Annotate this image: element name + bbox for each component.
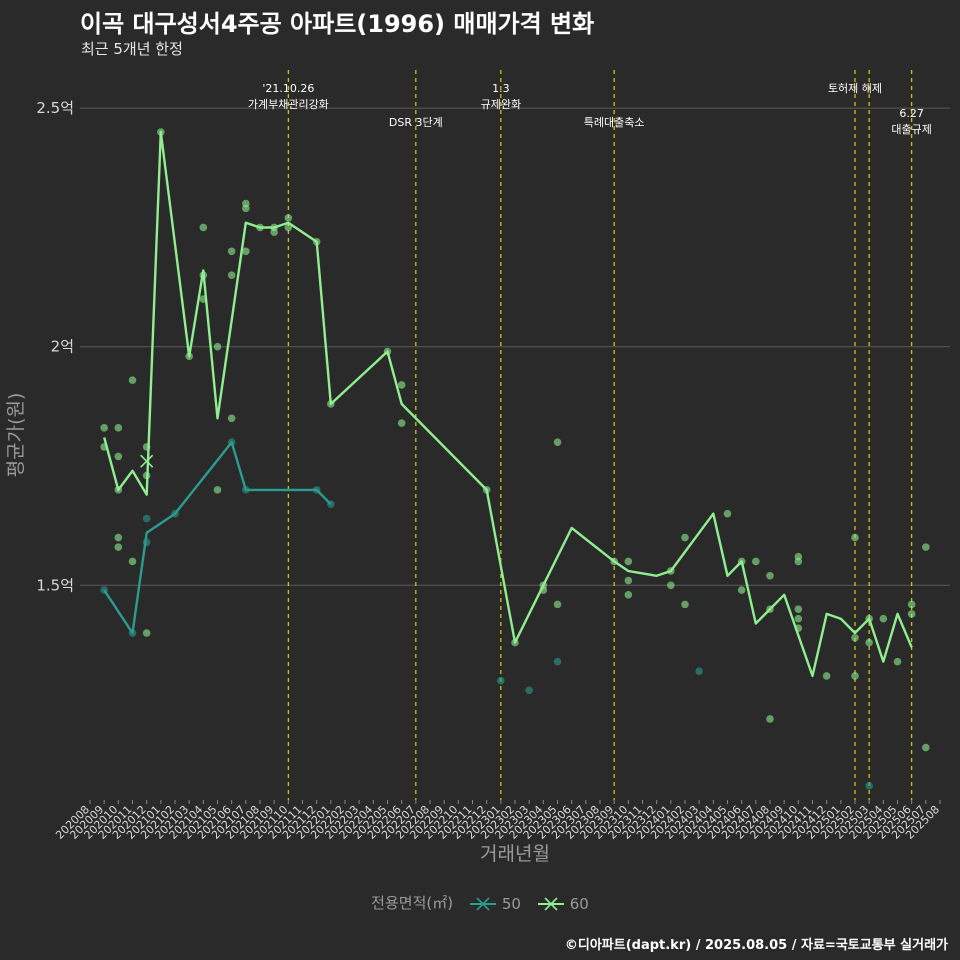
event-label: 가계부채관리강화 (248, 98, 329, 111)
legend-key-50-icon (469, 897, 496, 911)
data-point-60 (822, 672, 831, 680)
data-point-60 (624, 557, 633, 566)
data-point-60 (142, 629, 151, 637)
event-label: 규제완화 (481, 98, 521, 111)
event-label: '21.10.26 (262, 82, 314, 95)
series-line-60 (103, 130, 913, 678)
data-point-60 (242, 247, 250, 256)
data-point-60 (397, 381, 406, 389)
data-point-60 (114, 452, 123, 461)
data-point-50 (525, 686, 533, 695)
data-point-60 (270, 228, 278, 237)
data-point-60 (907, 610, 916, 618)
y-axis-title: 평균가(원) (5, 393, 27, 478)
data-point-60 (851, 533, 859, 542)
event-label: 토허제 해제 (828, 81, 882, 95)
y-tick-label: 1.5억 (36, 576, 74, 594)
data-point-60 (199, 223, 208, 232)
data-point-60 (893, 657, 902, 666)
data-point-60 (794, 557, 803, 566)
legend-title: 전용면적(㎡) (371, 894, 454, 912)
series-marker-60 (140, 454, 154, 468)
event-label: DSR 3단계 (389, 116, 443, 129)
legend-label-50: 50 (501, 894, 521, 913)
data-point-60 (879, 614, 888, 623)
data-point-60 (284, 223, 293, 232)
data-point-60 (922, 743, 930, 752)
data-point-60 (922, 543, 930, 551)
event-label: 특례대출축소 (584, 116, 645, 129)
data-point-50 (142, 514, 151, 523)
event-label: 6.27 (899, 107, 924, 120)
legend-item-60: 60 (536, 894, 589, 913)
data-point-60 (114, 424, 123, 432)
data-point-60 (766, 715, 774, 723)
data-point-60 (723, 509, 732, 518)
y-tick-label: 2.5억 (36, 99, 74, 117)
data-point-60 (907, 600, 916, 609)
data-point-60 (624, 591, 633, 599)
data-point-50 (865, 781, 873, 790)
data-point-60 (128, 376, 137, 384)
data-point-60 (794, 605, 803, 613)
series-line-50 (103, 441, 332, 635)
data-point-50 (497, 676, 505, 685)
legend-key-60-icon (537, 897, 564, 911)
data-point-60 (681, 533, 689, 542)
legend-label-60: 60 (569, 894, 589, 913)
data-point-60 (624, 576, 633, 585)
data-point-60 (100, 424, 108, 432)
data-point-60 (766, 571, 774, 580)
chart-subtitle: 최근 5개년 한정 (81, 40, 183, 58)
data-point-60 (227, 247, 236, 256)
data-point-60 (114, 543, 123, 551)
source-caption: ©디아파트(dapt.kr) / 2025.08.05 / 자료=국토교통부 실… (564, 938, 948, 953)
data-point-60 (667, 581, 675, 590)
x-axis-title: 거래년월 (480, 843, 550, 865)
data-point-60 (397, 419, 406, 427)
data-point-60 (128, 557, 137, 566)
data-point-60 (851, 672, 859, 680)
legend: 전용면적(㎡) 50 60 (0, 892, 960, 913)
event-label: 1.3 (492, 82, 510, 95)
data-point-60 (227, 271, 236, 279)
data-point-60 (242, 204, 250, 213)
data-point-60 (227, 414, 236, 423)
data-point-60 (284, 214, 293, 222)
data-point-50 (695, 667, 703, 675)
data-point-60 (752, 557, 760, 566)
chart-title: 이곡 대구성서4주공 아파트(1996) 매매가격 변화 (80, 10, 595, 38)
y-tick-label: 2억 (51, 338, 74, 356)
data-point-60 (553, 600, 562, 609)
data-point-60 (737, 586, 746, 594)
data-point-60 (794, 614, 803, 623)
data-point-60 (681, 600, 689, 609)
legend-item-50: 50 (468, 894, 521, 913)
data-point-60 (213, 342, 222, 351)
data-point-60 (213, 486, 222, 494)
event-label: 대출규제 (891, 123, 931, 136)
data-point-60 (865, 638, 873, 647)
data-point-60 (114, 533, 123, 542)
data-point-50 (553, 657, 562, 666)
data-point-60 (553, 438, 562, 446)
data-point-60 (851, 633, 859, 642)
